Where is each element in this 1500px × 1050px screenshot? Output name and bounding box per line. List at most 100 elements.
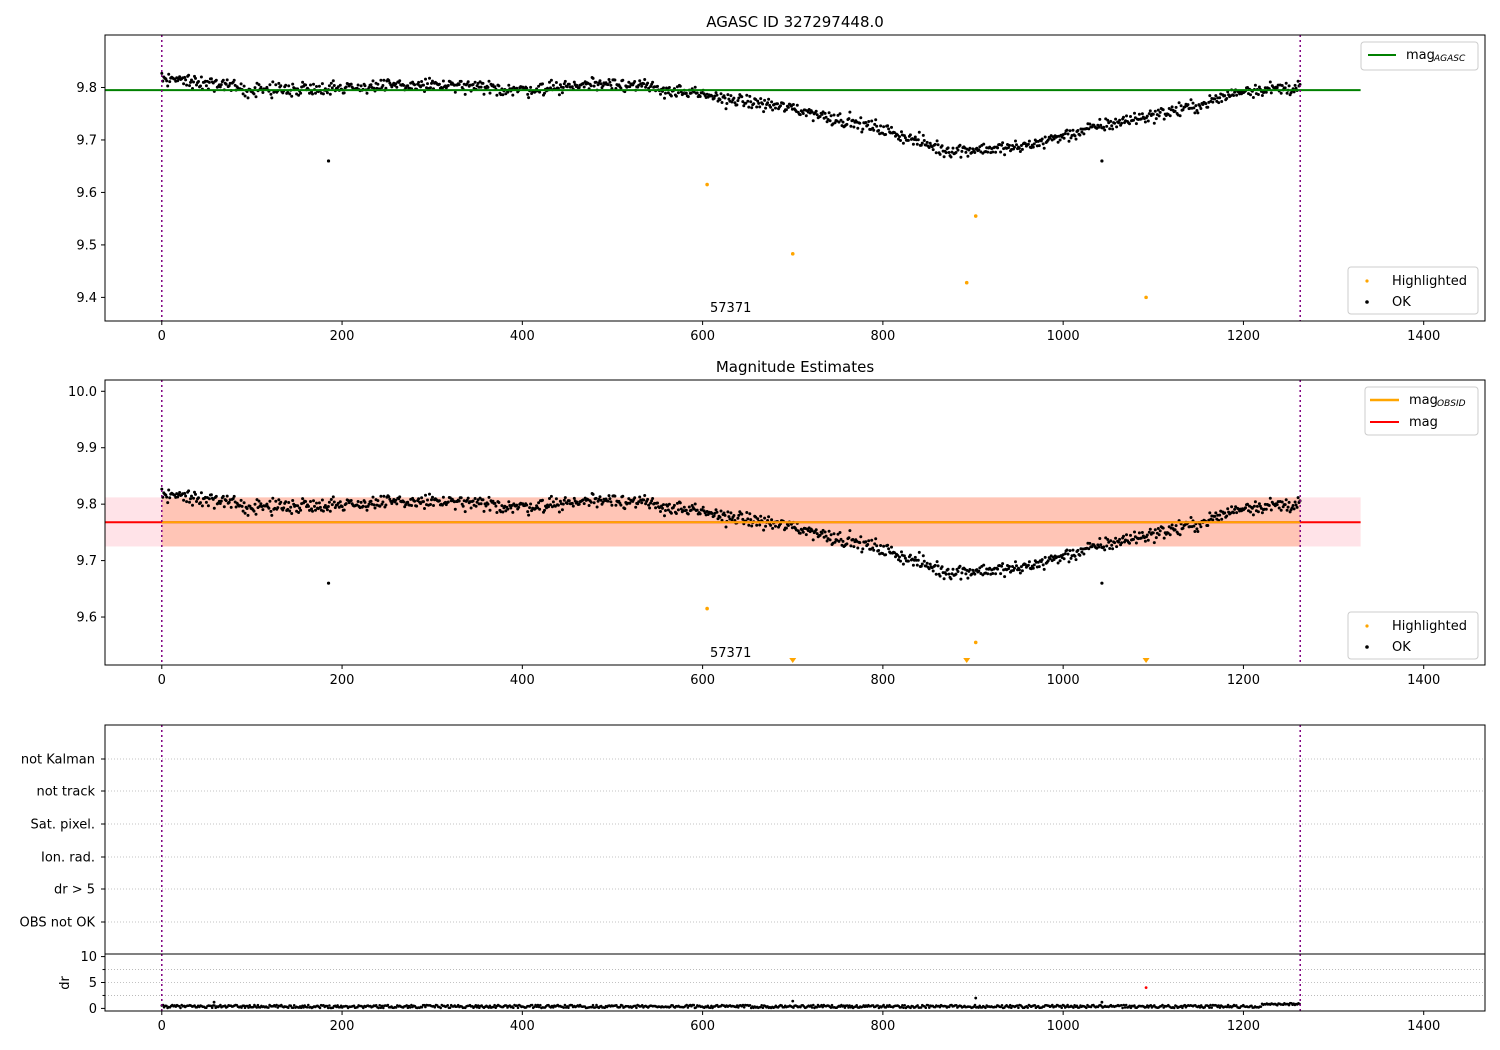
ok-point — [977, 148, 981, 152]
legend-magnitude-lines[interactable]: mag OBSID mag — [1364, 386, 1479, 436]
ok-point — [966, 576, 970, 580]
flag-row-label: not track — [36, 785, 95, 800]
ok-point — [1211, 518, 1215, 522]
ok-point — [870, 538, 874, 542]
ok-point — [662, 503, 665, 507]
legend-agasc-points[interactable]: Highlighted OK — [1347, 266, 1479, 315]
ok-point — [684, 508, 688, 512]
ok-point — [682, 505, 686, 509]
ok-point — [1154, 536, 1158, 540]
ok-point — [594, 496, 598, 500]
dr-point — [1287, 1003, 1291, 1007]
ok-point — [504, 509, 508, 513]
ok-point — [268, 83, 272, 87]
ok-point — [1166, 531, 1170, 535]
dr-point — [748, 1004, 752, 1007]
dr-point — [1120, 1004, 1123, 1007]
panel-agasc-frame — [104, 34, 1486, 322]
ok-point — [327, 84, 331, 88]
ok-point — [988, 566, 992, 570]
ok-point — [873, 122, 877, 126]
ok-point — [837, 539, 841, 543]
ok-point — [1082, 552, 1086, 556]
ok-point — [325, 91, 329, 95]
ok-point — [1120, 541, 1124, 545]
ok-point — [331, 495, 335, 499]
x-tick-label: 0 — [158, 1019, 166, 1034]
ok-point — [658, 506, 661, 510]
ok-point — [647, 86, 651, 90]
ok-point — [168, 496, 172, 500]
ok-point — [297, 93, 301, 97]
ok-point — [1115, 545, 1119, 549]
ok-point — [742, 104, 746, 108]
ok-point — [1115, 125, 1119, 129]
legend-magnitude-points[interactable]: Highlighted OK — [1347, 611, 1479, 660]
ok-point — [724, 107, 728, 111]
ok-point — [852, 545, 856, 549]
ok-point — [378, 504, 382, 508]
ok-point — [582, 85, 586, 89]
ok-point — [1011, 565, 1014, 568]
ok-point — [678, 84, 682, 88]
ok-point — [776, 102, 779, 106]
ok-point — [270, 96, 274, 100]
ok-point — [884, 553, 888, 557]
ok-point — [1283, 86, 1287, 90]
ok-point — [1140, 531, 1144, 534]
below-range-marker — [963, 658, 971, 663]
dr-point — [742, 1006, 746, 1009]
ok-point — [954, 572, 958, 576]
ok-point — [890, 545, 893, 549]
ok-point — [1226, 507, 1230, 511]
ok-point — [867, 539, 871, 543]
highlighted-point — [705, 182, 709, 187]
ok-point — [413, 499, 417, 503]
ok-point — [913, 555, 917, 559]
x-tick-label: 400 — [510, 329, 535, 344]
ok-point — [938, 152, 942, 156]
ok-point — [419, 85, 423, 89]
ok-point — [199, 491, 203, 495]
legend-agasc-line[interactable]: mag AGASC — [1360, 41, 1479, 71]
ok-point — [315, 85, 318, 88]
ok-point — [549, 78, 553, 82]
ok-point — [991, 572, 995, 575]
ok-point — [903, 136, 907, 140]
dr-point — [843, 1006, 847, 1009]
ok-point — [165, 495, 169, 499]
ok-point — [1234, 505, 1238, 509]
dr-point — [1122, 1003, 1126, 1007]
x-tick-label: 1000 — [1047, 329, 1080, 344]
ok-point — [913, 135, 917, 139]
ok-point — [218, 85, 222, 89]
ok-point — [832, 532, 836, 536]
ok-point — [338, 500, 342, 504]
dr-point — [287, 1006, 290, 1009]
ok-point — [1170, 523, 1174, 527]
ok-point — [896, 133, 899, 137]
ok-point — [577, 86, 581, 90]
ok-point — [695, 91, 699, 95]
ok-point — [488, 508, 492, 512]
dr-point — [1100, 1000, 1104, 1004]
ok-point — [587, 504, 591, 507]
ok-point — [560, 508, 564, 512]
ok-point — [453, 90, 457, 94]
ok-point — [935, 139, 939, 143]
ok-point — [740, 512, 744, 516]
ok-point — [301, 497, 305, 501]
ok-point — [189, 80, 192, 84]
ok-point — [954, 151, 958, 154]
ok-point — [1062, 557, 1066, 561]
ok-point — [1122, 534, 1125, 538]
ok-point — [1001, 562, 1005, 566]
dr-point — [539, 1003, 542, 1007]
ok-point — [168, 80, 172, 84]
ok-point — [644, 85, 648, 89]
ok-point — [1145, 533, 1149, 537]
ok-point — [659, 510, 662, 513]
ok-point — [667, 502, 671, 506]
ok-point — [239, 498, 243, 502]
ok-point — [537, 501, 541, 505]
